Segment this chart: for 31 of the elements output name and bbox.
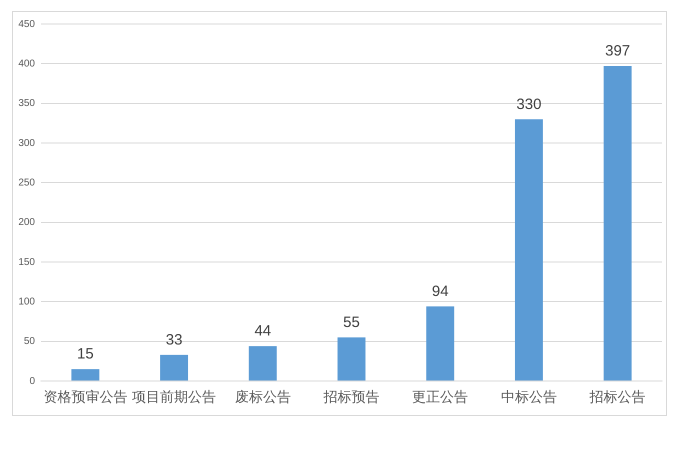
y-tick-label: 300: [18, 138, 36, 149]
x-tick-label: 招标公告: [588, 388, 646, 404]
data-label: 15: [77, 346, 94, 363]
x-tick-label: 资格预审公告: [43, 388, 128, 404]
data-label: 55: [343, 314, 360, 332]
y-tick-label: 200: [18, 217, 36, 228]
y-tick-label: 150: [18, 256, 36, 268]
data-label: 397: [605, 42, 630, 60]
x-tick-label: 更正公告: [412, 388, 468, 404]
data-label: 330: [516, 96, 542, 113]
bar: [514, 119, 543, 380]
bar: [160, 354, 188, 380]
bar: [604, 66, 632, 380]
bar: [71, 369, 100, 380]
y-tick-label: 50: [24, 336, 36, 348]
y-tick-label: 400: [18, 58, 36, 70]
data-label: 33: [166, 331, 182, 348]
x-tick-label: 招标预告: [322, 388, 380, 404]
bar: [248, 346, 277, 380]
y-tick-label: 350: [18, 98, 36, 110]
data-label: 94: [432, 283, 449, 300]
y-tick-label: 100: [18, 296, 36, 308]
y-tick-label: 250: [18, 177, 36, 188]
bar: [338, 337, 366, 380]
x-tick-label: 废标公告: [234, 388, 291, 404]
x-tick-label: 项目前期公告: [132, 388, 216, 404]
x-tick-label: 中标公告: [500, 388, 557, 404]
data-label: 44: [254, 322, 272, 340]
bar: [426, 306, 454, 380]
y-tick-label: 450: [18, 18, 36, 30]
y-tick-label: 0: [29, 376, 36, 387]
